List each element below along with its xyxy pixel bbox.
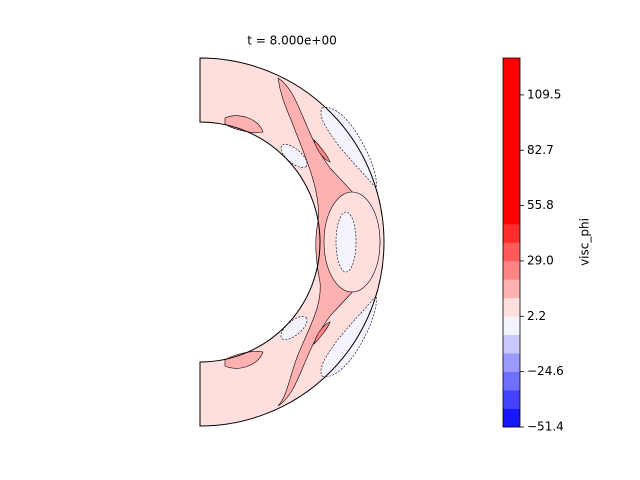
tick-label: 2.2	[527, 309, 546, 323]
tick-label: −51.4	[527, 420, 564, 434]
colorbar-band	[503, 316, 520, 336]
colorbar-band	[503, 150, 520, 169]
colorbar-band	[503, 224, 520, 243]
colorbar-band	[503, 113, 520, 133]
colorbar-band	[503, 279, 520, 299]
tick-label: 109.5	[527, 87, 561, 101]
contour-region	[313, 139, 331, 163]
tick-label: 82.7	[527, 143, 554, 157]
colorbar-band	[503, 390, 520, 409]
contour-region	[224, 351, 264, 369]
tick-label: −24.6	[527, 364, 564, 378]
contour-region	[224, 115, 264, 133]
colorbar-frame	[502, 57, 521, 428]
colorbar-band	[503, 131, 520, 151]
colorbar-band	[503, 260, 520, 280]
contour-region	[280, 316, 308, 340]
contour-region	[320, 107, 377, 189]
colorbar-band	[503, 187, 520, 206]
contour-region	[335, 211, 357, 273]
tick-label: 29.0	[527, 253, 554, 267]
contour-region	[313, 321, 331, 345]
colorbar-band	[503, 242, 520, 262]
contour-region	[200, 58, 384, 426]
contour-field	[199, 57, 385, 427]
colorbar-band	[503, 408, 520, 428]
domain-outline	[199, 57, 385, 427]
chart-title: t = 8.000e+00	[247, 34, 336, 48]
colorbar-band	[503, 297, 520, 317]
contour-region	[320, 295, 377, 377]
tick-label: 55.8	[527, 198, 554, 212]
colorbar-band	[503, 76, 520, 96]
colorbar-band	[503, 168, 520, 188]
colorbar-band	[503, 371, 520, 391]
colorbar-band	[503, 334, 520, 354]
colorbar-band	[503, 94, 520, 114]
colorbar-label: visc_phi	[578, 218, 592, 266]
colorbar-band	[503, 205, 520, 225]
colorbar-band	[503, 58, 520, 77]
colorbar-band	[503, 353, 520, 372]
